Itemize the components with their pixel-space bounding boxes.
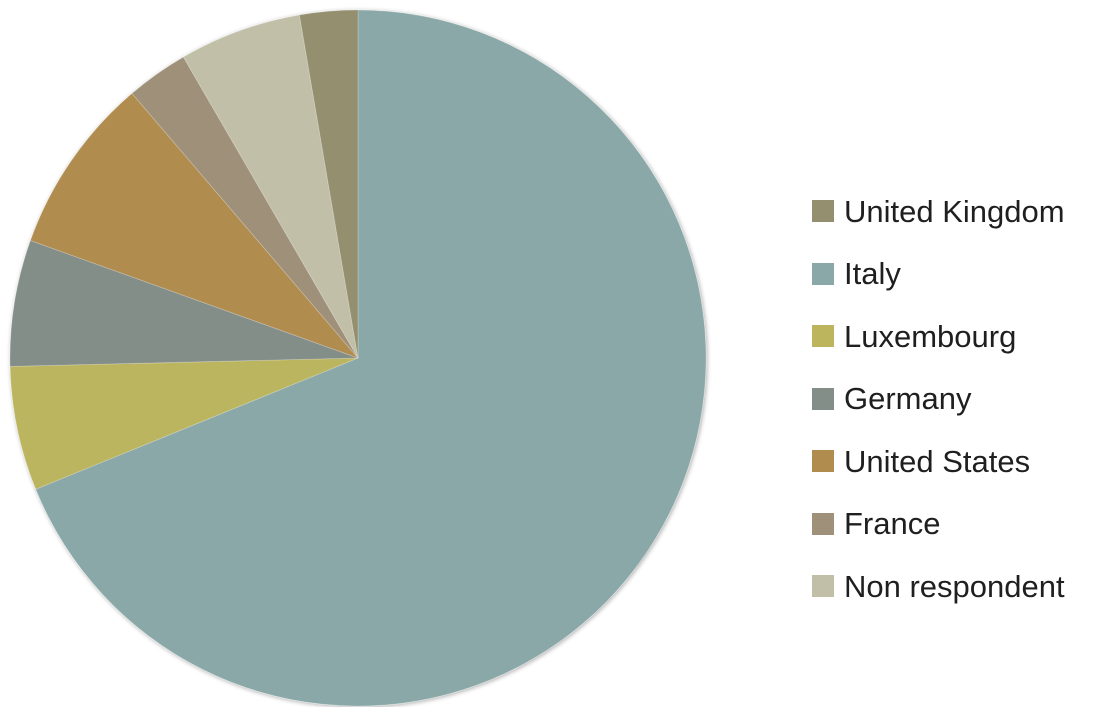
legend-swatch-germany <box>812 387 834 410</box>
legend: United Kingdom Italy Luxembourg Germany … <box>812 180 1095 618</box>
legend-label-non-respondent: Non respondent <box>844 568 1065 604</box>
legend-swatch-united-states <box>812 450 834 473</box>
pie-slice-united-kingdom <box>298 9 359 359</box>
pie-slice-germany <box>9 239 359 367</box>
pie-slice-united-states <box>29 92 360 359</box>
pie-slice-italy <box>35 9 707 707</box>
legend-item-luxembourg: Luxembourg <box>812 305 1095 368</box>
legend-label-france: France <box>844 506 941 542</box>
pie-slices <box>9 9 707 707</box>
legend-item-united-kingdom: United Kingdom <box>812 180 1095 243</box>
legend-label-italy: Italy <box>844 256 901 292</box>
pie-slice-luxembourg <box>9 357 359 490</box>
legend-item-germany: Germany <box>812 368 1095 431</box>
legend-label-luxembourg: Luxembourg <box>844 318 1017 354</box>
legend-label-united-kingdom: United Kingdom <box>844 193 1065 229</box>
legend-swatch-luxembourg <box>812 325 834 348</box>
legend-item-italy: Italy <box>812 243 1095 306</box>
legend-swatch-france <box>812 512 834 535</box>
legend-item-non-respondent: Non respondent <box>812 555 1095 618</box>
legend-item-united-states: United States <box>812 430 1095 493</box>
legend-swatch-non-respondent <box>812 575 834 598</box>
legend-item-france: France <box>812 493 1095 556</box>
legend-label-united-states: United States <box>844 443 1031 479</box>
pie-plot-area <box>9 9 707 707</box>
legend-swatch-italy <box>812 262 834 285</box>
legend-label-germany: Germany <box>844 381 972 417</box>
legend-swatch-united-kingdom <box>812 200 834 223</box>
